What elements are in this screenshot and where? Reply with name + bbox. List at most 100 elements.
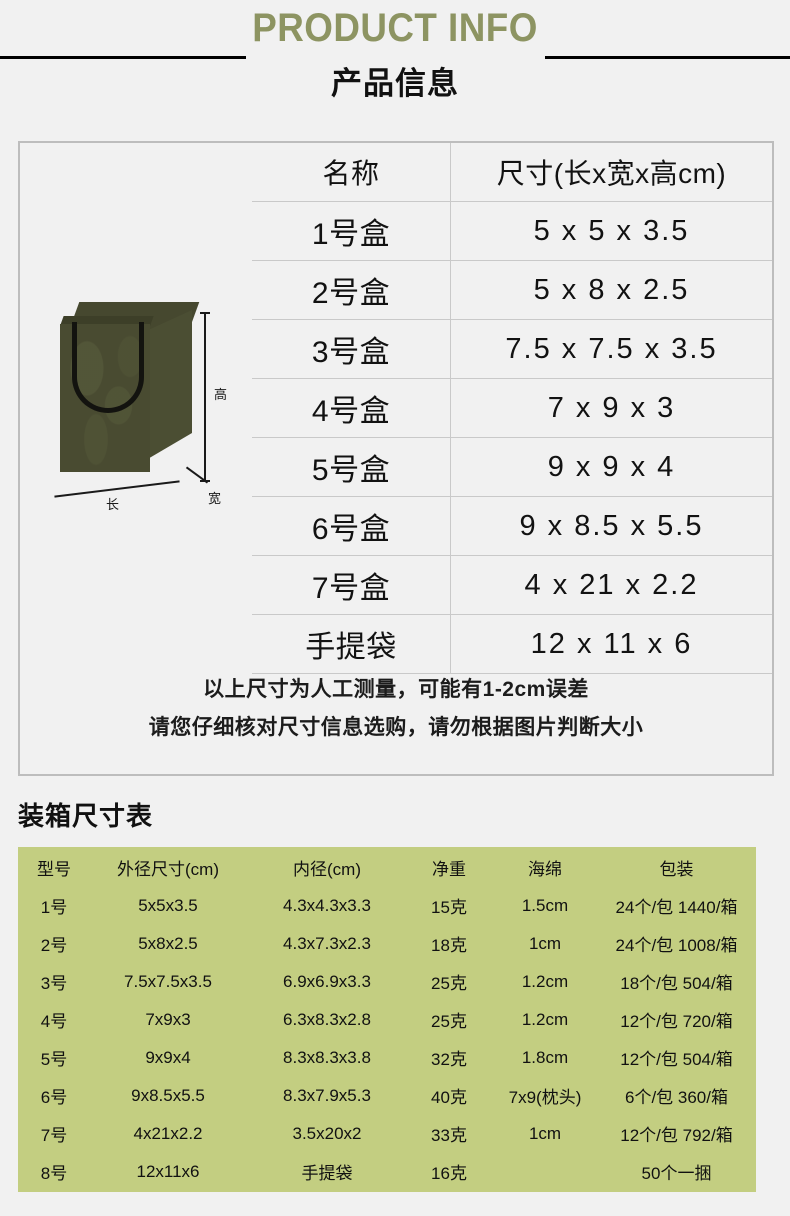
packing-cell-inner: 6.3x8.3x2.8 — [249, 1002, 405, 1037]
packing-cell-outer: 9x8.5x5.5 — [90, 1078, 246, 1113]
packing-table-title: 装箱尺寸表 — [18, 801, 154, 831]
length-dimension-label: 长 — [106, 497, 120, 512]
size-row-size: 7 x 9 x 3 — [450, 378, 772, 438]
packing-cell-inner: 3.5x20x2 — [249, 1116, 405, 1151]
table-row: 7号 4x21x2.2 3.5x20x2 33克 1cm 12个/包 792/箱 — [21, 1116, 753, 1151]
bag-rope-handle — [72, 322, 144, 413]
table-row: 6号盒 9 x 8.5 x 5.5 — [252, 496, 772, 556]
page-title-english: PRODUCT INFO — [252, 6, 538, 50]
height-dimension-line — [200, 312, 210, 482]
measurement-notes: 以上尺寸为人工测量，可能有1-2cm误差 请您仔细核对尺寸信息选购，请勿根据图片… — [20, 671, 772, 747]
table-row: 4号盒 7 x 9 x 3 — [252, 378, 772, 438]
size-row-name: 1号盒 — [252, 201, 451, 261]
packing-cell-inner: 6.9x6.9x3.3 — [249, 964, 405, 999]
packing-cell-pack: 6个/包 360/箱 — [600, 1078, 753, 1113]
packing-cell-outer: 5x5x3.5 — [90, 888, 246, 923]
packing-header-weight: 净重 — [408, 850, 490, 885]
size-row-name: 手提袋 — [252, 614, 451, 674]
packing-cell-pack: 12个/包 504/箱 — [600, 1040, 753, 1075]
table-header-row: 名称 尺寸(长x宽x高cm) — [252, 143, 772, 202]
packing-cell-inner: 8.3x7.9x5.3 — [249, 1078, 405, 1113]
header-rule-right — [545, 56, 790, 59]
table-row: 2号 5x8x2.5 4.3x7.3x2.3 18克 1cm 24个/包 100… — [21, 926, 753, 961]
packing-cell-foam: 1.5cm — [493, 888, 597, 923]
packing-cell-outer: 12x11x6 — [90, 1154, 246, 1189]
packing-cell-weight: 25克 — [408, 1002, 490, 1037]
table-row: 3号盒 7.5 x 7.5 x 3.5 — [252, 319, 772, 379]
packing-cell-inner: 8.3x8.3x3.8 — [249, 1040, 405, 1075]
page-title-chinese: 产品信息 — [331, 66, 459, 101]
packing-cell-foam: 7x9(枕头) — [493, 1078, 597, 1113]
size-row-name: 3号盒 — [252, 319, 451, 379]
table-row: 6号 9x8.5x5.5 8.3x7.9x5.3 40克 7x9(枕头) 6个/… — [21, 1078, 753, 1113]
size-row-size: 9 x 9 x 4 — [450, 437, 772, 497]
size-row-name: 6号盒 — [252, 496, 451, 556]
size-row-size: 4 x 21 x 2.2 — [450, 555, 772, 615]
size-row-name: 7号盒 — [252, 555, 451, 615]
packing-cell-weight: 25克 — [408, 964, 490, 999]
size-row-name: 4号盒 — [252, 378, 451, 438]
product-info-panel: 高 长 宽 名称 尺寸(长x宽x高cm) 1号盒 5 x 5 x 3.5 2号盒… — [18, 141, 774, 776]
packing-header-model: 型号 — [21, 850, 87, 885]
packing-cell-inner: 手提袋 — [249, 1154, 405, 1189]
packing-cell-weight: 32克 — [408, 1040, 490, 1075]
table-row: 4号 7x9x3 6.3x8.3x2.8 25克 1.2cm 12个/包 720… — [21, 1002, 753, 1037]
packing-cell-weight: 40克 — [408, 1078, 490, 1113]
table-row: 手提袋 12 x 11 x 6 — [252, 614, 772, 674]
product-illustration: 高 长 宽 — [20, 143, 252, 667]
packing-cell-foam: 1cm — [493, 1116, 597, 1151]
packing-cell-outer: 7.5x7.5x3.5 — [90, 964, 246, 999]
packing-cell-pack: 50个一捆 — [600, 1154, 753, 1189]
size-table-header-size: 尺寸(长x宽x高cm) — [450, 143, 772, 202]
packing-header-row: 型号 外径尺寸(cm) 内径(cm) 净重 海绵 包装 — [21, 850, 753, 885]
packing-cell-pack: 12个/包 792/箱 — [600, 1116, 753, 1151]
table-row: 3号 7.5x7.5x3.5 6.9x6.9x3.3 25克 1.2cm 18个… — [21, 964, 753, 999]
packing-cell-model: 8号 — [21, 1154, 87, 1189]
packing-cell-outer: 7x9x3 — [90, 1002, 246, 1037]
header-rule-left — [0, 56, 246, 59]
packing-table: 型号 外径尺寸(cm) 内径(cm) 净重 海绵 包装 1号 5x5x3.5 4… — [18, 847, 756, 1192]
table-row: 1号盒 5 x 5 x 3.5 — [252, 201, 772, 261]
size-table-header-name: 名称 — [252, 143, 451, 202]
size-row-size: 5 x 5 x 3.5 — [450, 201, 772, 261]
packing-cell-model: 1号 — [21, 888, 87, 923]
table-row: 5号盒 9 x 9 x 4 — [252, 437, 772, 497]
packing-cell-pack: 12个/包 720/箱 — [600, 1002, 753, 1037]
packing-cell-foam: 1cm — [493, 926, 597, 961]
note-line: 以上尺寸为人工测量，可能有1-2cm误差 — [203, 678, 589, 701]
packing-header-pack: 包装 — [600, 850, 753, 885]
packing-cell-foam: 1.2cm — [493, 1002, 597, 1037]
size-row-size: 7.5 x 7.5 x 3.5 — [450, 319, 772, 379]
packing-cell-outer: 9x9x4 — [90, 1040, 246, 1075]
packing-cell-model: 6号 — [21, 1078, 87, 1113]
packing-cell-model: 5号 — [21, 1040, 87, 1075]
size-row-size: 9 x 8.5 x 5.5 — [450, 496, 772, 556]
table-row: 1号 5x5x3.5 4.3x4.3x3.3 15克 1.5cm 24个/包 1… — [21, 888, 753, 923]
table-row: 7号盒 4 x 21 x 2.2 — [252, 555, 772, 615]
packing-cell-weight: 18克 — [408, 926, 490, 961]
size-row-name: 2号盒 — [252, 260, 451, 320]
packing-cell-model: 4号 — [21, 1002, 87, 1037]
width-dimension-label: 宽 — [208, 491, 222, 506]
size-row-size: 12 x 11 x 6 — [450, 614, 772, 674]
packing-cell-pack: 24个/包 1008/箱 — [600, 926, 753, 961]
packing-cell-pack: 24个/包 1440/箱 — [600, 888, 753, 923]
packing-cell-foam: 1.8cm — [493, 1040, 597, 1075]
packing-cell-model: 3号 — [21, 964, 87, 999]
gift-bag-image: 高 长 宽 — [42, 298, 232, 512]
table-row: 2号盒 5 x 8 x 2.5 — [252, 260, 772, 320]
note-line: 请您仔细核对尺寸信息选购，请勿根据图片判断大小 — [148, 716, 644, 739]
height-dimension-label: 高 — [214, 387, 228, 402]
table-row: 5号 9x9x4 8.3x8.3x3.8 32克 1.8cm 12个/包 504… — [21, 1040, 753, 1075]
size-row-name: 5号盒 — [252, 437, 451, 497]
page-header: PRODUCT INFO 产品信息 — [0, 0, 790, 118]
packing-cell-outer: 4x21x2.2 — [90, 1116, 246, 1151]
packing-cell-inner: 4.3x7.3x2.3 — [249, 926, 405, 961]
packing-header-outer: 外径尺寸(cm) — [90, 850, 246, 885]
packing-cell-model: 2号 — [21, 926, 87, 961]
size-row-size: 5 x 8 x 2.5 — [450, 260, 772, 320]
packing-cell-foam: 1.2cm — [493, 964, 597, 999]
packing-cell-foam — [493, 1154, 597, 1189]
packing-cell-outer: 5x8x2.5 — [90, 926, 246, 961]
packing-cell-pack: 18个/包 504/箱 — [600, 964, 753, 999]
